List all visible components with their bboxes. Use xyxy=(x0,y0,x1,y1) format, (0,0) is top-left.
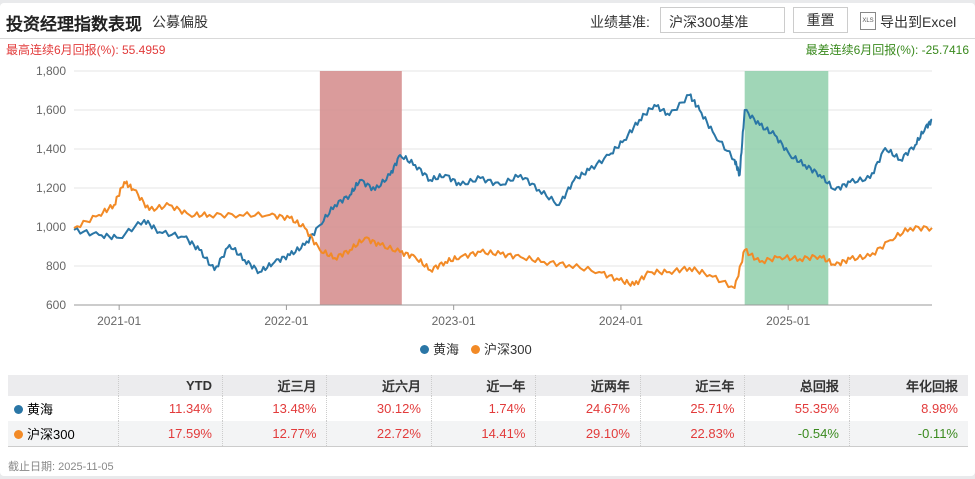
y-tick-label: 600 xyxy=(46,298,66,312)
category-label: 公募偏股 xyxy=(152,14,208,30)
best-6m-return: 最高连续6月回报(%): 55.4959 xyxy=(6,43,166,57)
col-header: YTD xyxy=(117,375,223,396)
table-cell: 22.83% xyxy=(639,421,745,446)
y-tick-label: 1,200 xyxy=(36,181,66,195)
header: 投资经理指数表现 公募偏股 业绩基准: 沪深300基准 重置 XLS 导出到Ex… xyxy=(0,3,975,39)
x-tick-label: 2024-01 xyxy=(599,314,643,328)
performance-chart: 600 800 1,000 1,200 1,400 1,600 1,800 2021-01 20… xyxy=(36,64,933,328)
legend-item-fund[interactable]: 黄海 xyxy=(420,339,459,358)
legend: 黄海 沪深300 xyxy=(420,339,532,358)
table-cell: 11.34% xyxy=(117,396,223,421)
xls-icon[interactable]: XLS xyxy=(860,12,876,30)
series-line-benchmark xyxy=(73,180,933,289)
row-label: 黄海 xyxy=(27,402,54,417)
col-header: 总回报 xyxy=(744,375,850,396)
row-label: 沪深300 xyxy=(27,426,75,442)
table-cell: 22.72% xyxy=(326,421,432,446)
returns-table: YTD 近三月 近六月 近一年 近两年 近三年 总回报 年化回报 黄海 11.34… xyxy=(8,375,968,447)
export-excel-button[interactable]: 导出到Excel xyxy=(880,14,957,30)
table-cell: 55.35% xyxy=(744,396,850,421)
series-dot xyxy=(14,405,23,414)
table-cell: 17.59% xyxy=(117,421,223,446)
as-of-date: 截止日期: 2025-11-05 xyxy=(8,461,114,473)
series-dot xyxy=(14,429,23,439)
y-tick-label: 1,600 xyxy=(36,103,66,117)
col-header xyxy=(8,375,118,396)
col-header: 近两年 xyxy=(535,375,641,396)
worst-6m-return: 最差连续6月回报(%): -25.7416 xyxy=(805,43,969,57)
row-name: 黄海 xyxy=(8,396,118,421)
y-tick-label: 1,800 xyxy=(36,64,66,78)
worst-6m-band xyxy=(744,71,829,305)
series-line-fund xyxy=(73,93,933,275)
table-cell: 14.41% xyxy=(430,421,536,446)
y-tick-label: 800 xyxy=(46,259,66,273)
benchmark-select[interactable]: 沪深300基准 xyxy=(660,7,785,33)
table-cell: -0.54% xyxy=(744,421,850,446)
x-tick-label: 2022-01 xyxy=(264,314,308,328)
legend-dot xyxy=(471,345,481,354)
col-header: 近三月 xyxy=(221,375,327,396)
legend-label: 沪深300 xyxy=(484,342,532,357)
table-row: 黄海 11.34% 13.48% 30.12% 1.74% 24.67% 25.71% 55.… xyxy=(8,396,968,421)
table-cell: 13.48% xyxy=(221,396,327,421)
page-title: 投资经理指数表现 xyxy=(6,15,142,34)
x-tick-label: 2021-01 xyxy=(97,314,141,328)
x-tick-label: 2025-01 xyxy=(766,314,810,328)
row-name: 沪深300 xyxy=(8,421,118,446)
table-cell: 8.98% xyxy=(848,396,968,421)
table-cell: 29.10% xyxy=(535,421,641,446)
col-header: 近三年 xyxy=(639,375,745,396)
reset-button[interactable]: 重置 xyxy=(793,7,848,33)
legend-item-benchmark[interactable]: 沪深300 xyxy=(471,339,532,358)
table-cell: 25.71% xyxy=(639,396,745,421)
col-header: 近六月 xyxy=(326,375,432,396)
y-tick-label: 1,400 xyxy=(36,142,66,156)
table-cell: 30.12% xyxy=(326,396,432,421)
col-header: 近一年 xyxy=(430,375,536,396)
benchmark-label: 业绩基准: xyxy=(590,14,650,30)
best-6m-band xyxy=(319,71,402,305)
y-tick-label: 1,000 xyxy=(36,220,66,234)
x-tick-label: 2023-01 xyxy=(432,314,476,328)
legend-label: 黄海 xyxy=(433,342,460,357)
table-cell: 1.74% xyxy=(430,396,536,421)
legend-dot xyxy=(420,345,429,354)
table-row: 沪深300 17.59% 12.77% 22.72% 14.41% 29.10% 22.83… xyxy=(8,421,968,446)
table-cell: -0.11% xyxy=(848,421,968,446)
table-cell: 24.67% xyxy=(535,396,641,421)
col-header: 年化回报 xyxy=(848,375,968,396)
table-cell: 12.77% xyxy=(221,421,327,446)
